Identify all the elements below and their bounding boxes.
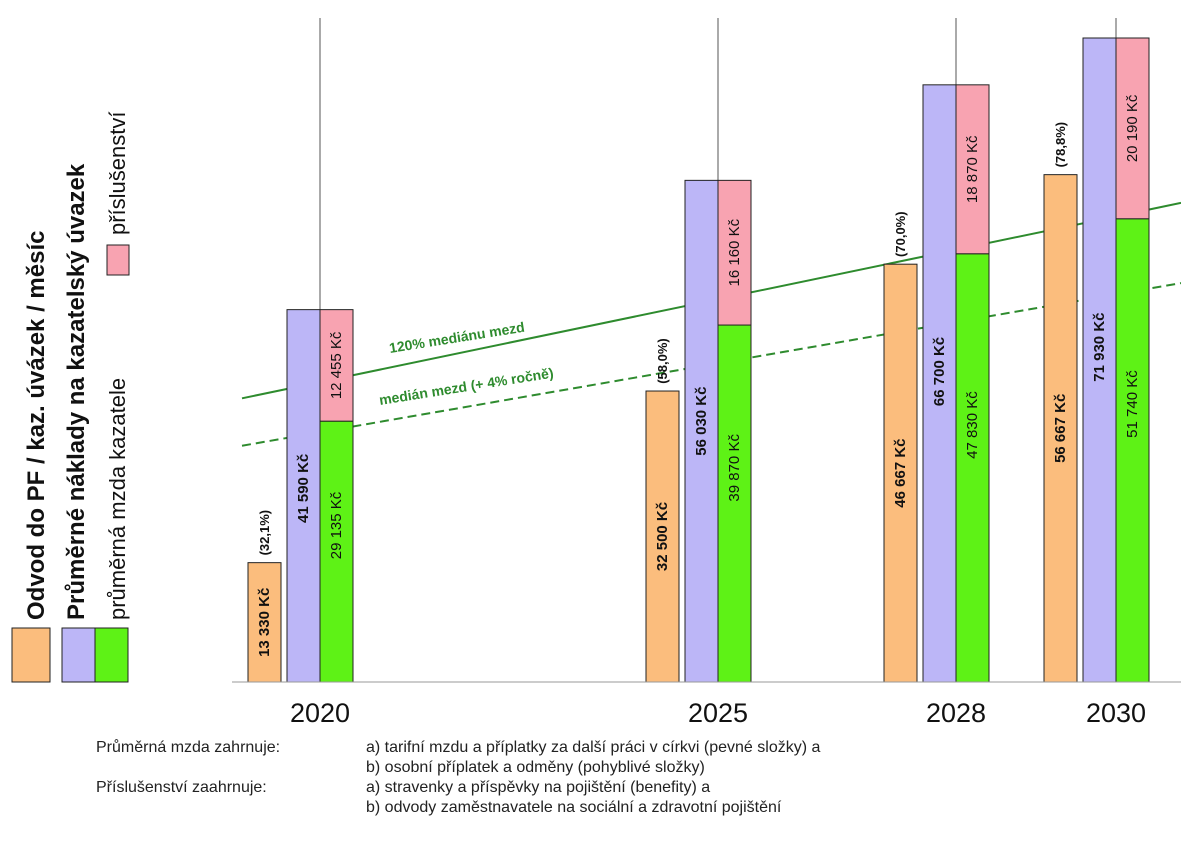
- bar-value-label: 16 160 Kč: [726, 218, 743, 286]
- footnotes: Průměrná mzda zahrnuje: a) tarifní mzdu …: [96, 738, 820, 818]
- bar-value-label: 20 190 Kč: [1124, 94, 1141, 162]
- x-tick-label: 2030: [1086, 698, 1146, 728]
- bar-odvod: [645, 390, 680, 683]
- footnote-text: a) stravenky a příspěvky na pojištění (b…: [366, 779, 711, 796]
- footnote-row: b) osobní příplatek a odměny (pohyblivé …: [96, 758, 820, 778]
- bar-value-label: 56 030 Kč: [693, 387, 710, 456]
- bar-value-label: 51 740 Kč: [1124, 370, 1141, 438]
- legend-label-mzda: průměrná mzda kazatele: [105, 378, 130, 620]
- legend-swatch-prislusenstvi: [106, 244, 130, 276]
- percent-label: (78,8%): [1053, 122, 1068, 168]
- percent-label: (70,0%): [893, 211, 908, 257]
- legend-swatch-naklady: [61, 627, 96, 683]
- bar-value-label: 41 590 Kč: [295, 454, 312, 523]
- footnote-row: b) odvody zaměstnavatele na sociální a z…: [96, 798, 820, 818]
- legend-label-prislusenstvi: příslušenství: [105, 112, 130, 236]
- x-tick-labels: 2020 2025 2028 2030: [290, 698, 1146, 728]
- bar-naklady: [922, 84, 957, 683]
- percent-label: (58,0%): [655, 338, 670, 384]
- bar-mzda: [717, 324, 752, 683]
- footnote-label: [96, 798, 366, 818]
- bar-value-label: 32 500 Kč: [654, 502, 671, 571]
- bar-labels: 13 330 Kč (32,1%) 41 590 Kč 29 135 Kč 12 455…: [256, 94, 1141, 657]
- bar-naklady: [684, 179, 719, 683]
- footnote-label: Příslušenství zaahrnuje:: [96, 779, 267, 796]
- bar-value-label: 13 330 Kč: [256, 588, 273, 657]
- bar-mzda: [319, 420, 354, 683]
- bar-value-label: 18 870 Kč: [964, 135, 981, 203]
- footnote-label: Průměrná mzda zahrnuje:: [96, 739, 281, 756]
- bar-value-label: 12 455 Kč: [328, 331, 345, 399]
- legend-label-odvod: Odvod do PF / kaz. úvázek / měsíc: [23, 231, 50, 620]
- legend-swatch-mzda: [94, 627, 129, 683]
- legend-label-naklady: Průměrné náklady na kazatelský úvazek: [63, 163, 90, 620]
- bar-value-label: 66 700 Kč: [931, 337, 948, 406]
- footnote-row: Příslušenství zaahrnuje: a) stravenky a …: [96, 778, 820, 798]
- x-tick-label: 2025: [688, 698, 748, 728]
- bar-naklady: [1082, 37, 1117, 683]
- bar-value-label: 46 667 Kč: [892, 438, 909, 507]
- bars: [247, 37, 1150, 683]
- bar-prislusenstvi: [717, 179, 752, 326]
- legend-swatch-odvod: [11, 627, 51, 683]
- bar-value-label: 47 830 Kč: [964, 391, 981, 459]
- footnote-label: [96, 758, 366, 778]
- trend-label-120: 120% mediánu mezd: [388, 319, 526, 356]
- bar-mzda: [1115, 218, 1150, 683]
- x-tick-label: 2020: [290, 698, 350, 728]
- bar-value-label: 71 930 Kč: [1091, 313, 1108, 382]
- bar-value-label: 39 870 Kč: [726, 434, 743, 502]
- bar-prislusenstvi: [955, 84, 990, 255]
- bar-value-label: 56 667 Kč: [1052, 394, 1069, 463]
- percent-label: (32,1%): [257, 510, 272, 556]
- trend-label-median: medián mezd (+ 4% ročně): [378, 365, 555, 408]
- bar-mzda: [955, 253, 990, 683]
- bar-prislusenstvi: [1115, 37, 1150, 220]
- x-tick-label: 2028: [926, 698, 986, 728]
- bar-odvod: [1043, 174, 1078, 683]
- footnote-text: b) osobní příplatek a odměny (pohyblivé …: [366, 759, 705, 776]
- bar-prislusenstvi: [319, 309, 354, 422]
- footnote-text: b) odvody zaměstnavatele na sociální a z…: [366, 799, 782, 816]
- bar-odvod: [883, 263, 918, 683]
- bar-value-label: 29 135 Kč: [328, 491, 345, 559]
- footnote-row: Průměrná mzda zahrnuje: a) tarifní mzdu …: [96, 738, 820, 758]
- footnote-text: a) tarifní mzdu a příplatky za další prá…: [366, 739, 821, 756]
- bar-odvod: [247, 562, 282, 683]
- legend: Odvod do PF / kaz. úvázek / měsíc Průměr…: [11, 112, 130, 683]
